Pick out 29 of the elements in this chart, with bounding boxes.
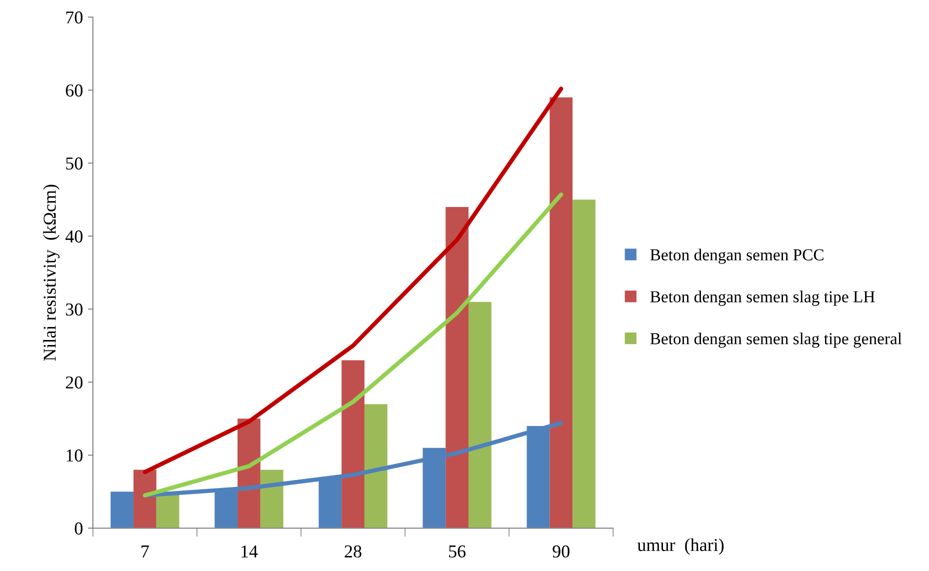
x-tick-label: 90 xyxy=(552,545,570,558)
y-tick-label: 60 xyxy=(66,84,82,97)
y-axis-title: Nilai resistivity (kΩcm) xyxy=(43,184,60,361)
bar xyxy=(572,200,596,528)
x-tick-label: 7 xyxy=(142,546,149,558)
bar xyxy=(364,404,388,528)
x-axis-title: umur (hari) xyxy=(637,538,724,555)
legend-label: Beton dengan semen PCC xyxy=(650,248,824,264)
y-tick-label: 50 xyxy=(66,157,82,170)
x-tick-label: 56 xyxy=(449,545,466,558)
bar xyxy=(133,470,156,528)
legend-label: Beton dengan semen slag tipe LH xyxy=(650,290,875,306)
y-tick-label: 20 xyxy=(66,376,82,389)
y-tick-label: 40 xyxy=(65,230,82,243)
bar xyxy=(260,470,284,528)
y-tick-label: 30 xyxy=(66,303,82,316)
y-tick-label: 10 xyxy=(66,449,82,462)
line-series xyxy=(142,192,564,498)
line-series xyxy=(142,86,564,474)
bar xyxy=(468,302,492,528)
bar xyxy=(342,360,364,528)
y-tick-label: 0 xyxy=(74,522,82,535)
bar xyxy=(110,492,134,528)
y-tick-label: 70 xyxy=(66,11,82,24)
x-tick-label: 28 xyxy=(344,545,362,558)
bar xyxy=(550,97,573,528)
legend-label: Beton dengan semen slag tipe general xyxy=(650,332,902,348)
bar xyxy=(446,206,469,528)
x-tick-label: 14 xyxy=(242,545,258,558)
